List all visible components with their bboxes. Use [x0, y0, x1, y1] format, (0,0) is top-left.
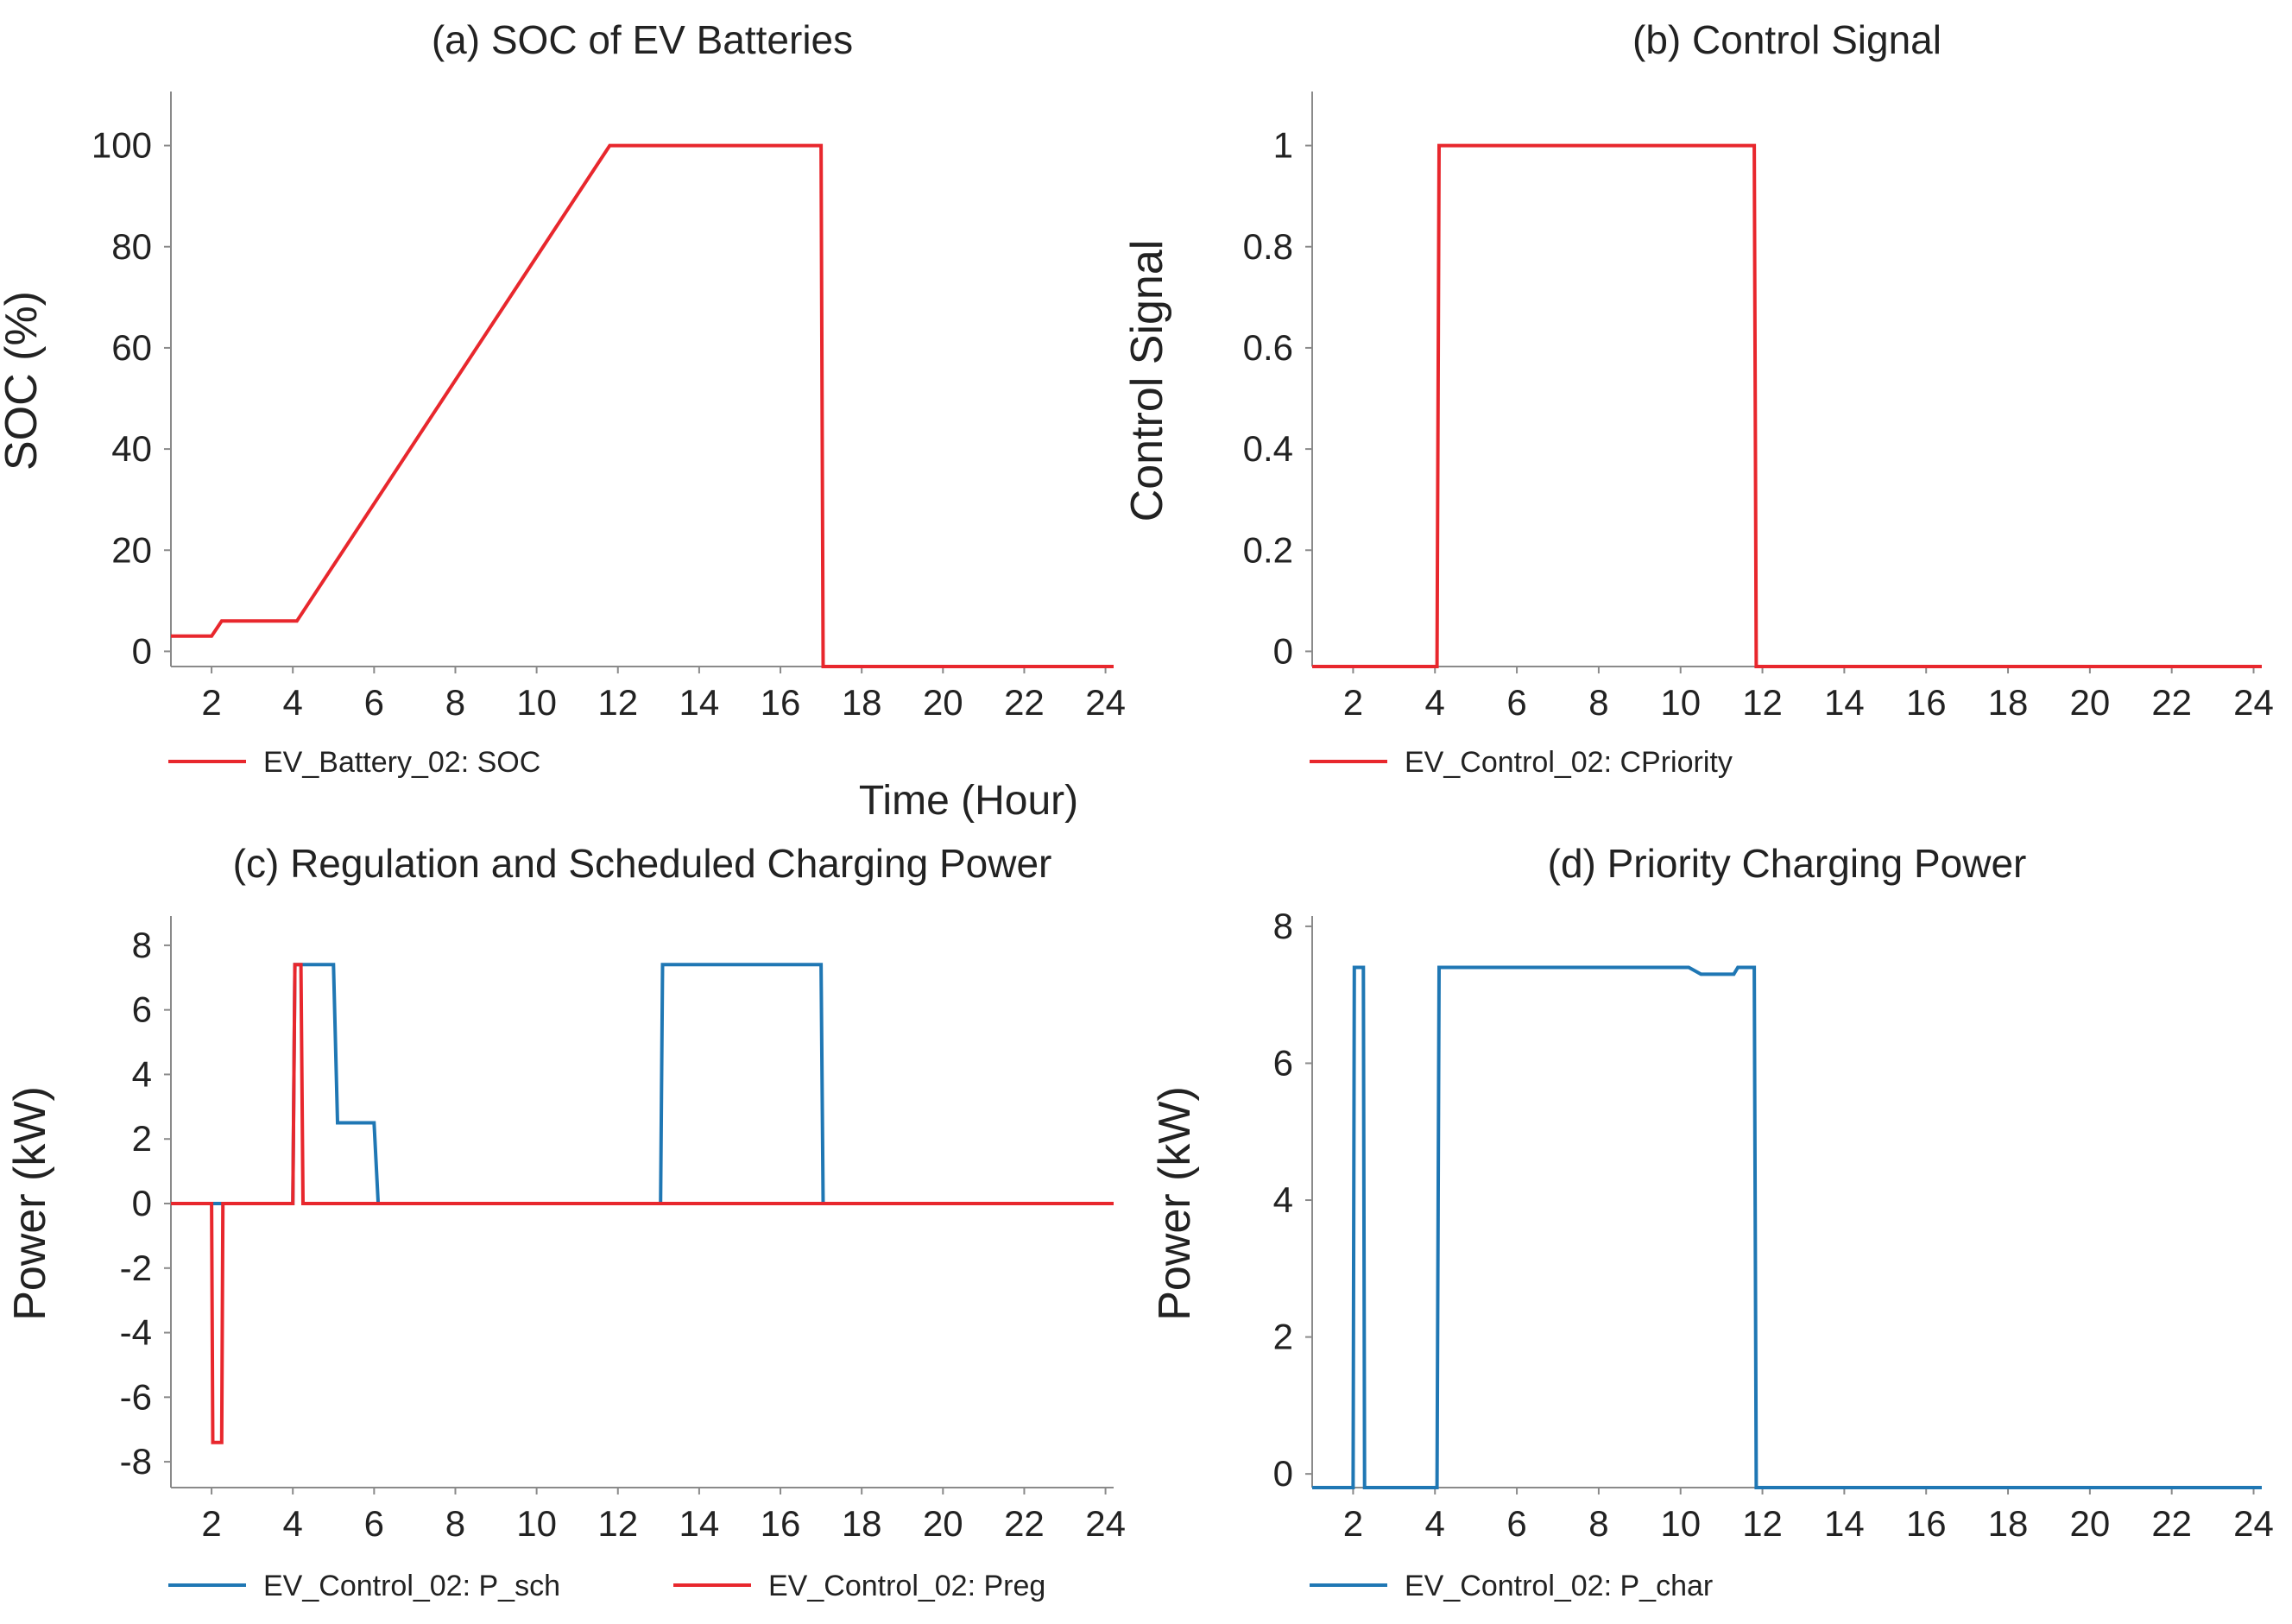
- y-tick-label: -4: [120, 1312, 152, 1353]
- y-tick-label: 4: [132, 1053, 152, 1094]
- y-tick-label: 6: [132, 989, 152, 1030]
- x-tick-label: 4: [283, 682, 303, 723]
- chart-title: (a) SOC of EV Batteries: [432, 17, 853, 62]
- y-tick-label: 0.4: [1243, 428, 1293, 469]
- x-tick-label: 6: [1506, 1503, 1526, 1544]
- x-tick-label: 10: [1660, 682, 1701, 723]
- y-axis-label: Power (kW): [1150, 1086, 1200, 1321]
- x-tick-label: 12: [597, 1503, 638, 1544]
- x-tick-label: 2: [201, 682, 221, 723]
- x-tick-label: 24: [1085, 1503, 1126, 1544]
- x-tick-label: 24: [2233, 1503, 2274, 1544]
- x-tick-label: 8: [445, 682, 465, 723]
- y-tick-label: 8: [132, 925, 152, 965]
- x-tick-label: 6: [364, 1503, 384, 1544]
- x-tick-label: 20: [2070, 1503, 2111, 1544]
- y-tick-label: 2: [1273, 1317, 1293, 1357]
- y-axis-label: SOC (%): [0, 291, 47, 471]
- x-tick-label: 20: [2070, 682, 2111, 723]
- x-tick-label: 2: [201, 1503, 221, 1544]
- chart-title: (b) Control Signal: [1632, 17, 1942, 62]
- x-tick-label: 10: [1660, 1503, 1701, 1544]
- x-tick-label: 22: [1004, 682, 1045, 723]
- chart-panel-3: (c) Regulation and Scheduled Charging Po…: [5, 841, 1126, 1602]
- x-tick-label: 18: [842, 1503, 882, 1544]
- y-tick-label: 4: [1273, 1179, 1293, 1220]
- y-tick-label: 0: [1273, 1453, 1293, 1494]
- x-tick-label: 4: [283, 1503, 303, 1544]
- series-line-1: [171, 963, 1114, 1205]
- x-tick-label: 18: [1988, 1503, 2029, 1544]
- y-tick-label: 0.8: [1243, 226, 1293, 267]
- y-axis-label: Control Signal: [1122, 240, 1172, 522]
- y-tick-label: 2: [132, 1118, 152, 1159]
- y-tick-label: 0.2: [1243, 529, 1293, 570]
- legend-label: EV_Battery_02: SOC: [263, 746, 540, 779]
- x-tick-label: 12: [1742, 682, 1783, 723]
- x-tick-label: 14: [1824, 682, 1865, 723]
- chart-panel-2: (b) Control Signal Control Signal 0 0.2 0.4 0…: [1122, 17, 2274, 779]
- x-tick-label: 8: [1588, 1503, 1608, 1544]
- x-tick-label: 20: [923, 1503, 963, 1544]
- x-tick-label: 24: [2233, 682, 2274, 723]
- series-line-2: [171, 963, 1114, 1444]
- x-tick-label: 10: [516, 682, 557, 723]
- y-tick-label: -6: [120, 1376, 152, 1417]
- y-tick-label: 6: [1273, 1042, 1293, 1083]
- x-tick-label: 4: [1425, 1503, 1445, 1544]
- y-tick-label: 0: [1273, 630, 1293, 671]
- series-line-1: [171, 143, 1114, 668]
- series-line-1: [1312, 965, 2262, 1489]
- x-tick-label: 10: [516, 1503, 557, 1544]
- x-tick-label: 6: [364, 682, 384, 723]
- y-tick-label: 0: [132, 630, 152, 671]
- y-tick-label: 60: [111, 327, 152, 368]
- y-tick-label: -2: [120, 1248, 152, 1288]
- x-tick-label: 16: [761, 1503, 801, 1544]
- x-tick-label: 6: [1506, 682, 1526, 723]
- x-tick-label: 2: [1343, 682, 1363, 723]
- x-tick-label: 8: [445, 1503, 465, 1544]
- x-tick-label: 16: [761, 682, 801, 723]
- x-tick-label: 22: [2151, 682, 2192, 723]
- chart-title: (d) Priority Charging Power: [1548, 841, 2027, 886]
- chart-panel-1: (a) SOC of EV Batteries SOC (%) 0 20 40 60 80 1…: [0, 17, 1126, 779]
- legend-label: EV_Control_02: P_sch: [263, 1570, 560, 1602]
- legend-label: EV_Control_02: P_char: [1405, 1570, 1713, 1602]
- x-tick-label: 18: [1988, 682, 2029, 723]
- shared-x-axis-label: Time (Hour): [859, 778, 1078, 824]
- x-tick-label: 24: [1085, 682, 1126, 723]
- x-tick-label: 14: [679, 682, 720, 723]
- x-tick-label: 22: [2151, 1503, 2192, 1544]
- y-tick-label: 20: [111, 529, 152, 570]
- x-tick-label: 12: [597, 682, 638, 723]
- x-tick-label: 14: [679, 1503, 720, 1544]
- y-tick-label: 80: [111, 226, 152, 267]
- y-tick-label: 0: [132, 1183, 152, 1223]
- chart-title: (c) Regulation and Scheduled Charging Po…: [233, 841, 1052, 886]
- y-tick-label: -8: [120, 1441, 152, 1482]
- x-tick-label: 2: [1343, 1503, 1363, 1544]
- y-tick-label: 8: [1273, 906, 1293, 946]
- x-tick-label: 18: [842, 682, 882, 723]
- x-tick-label: 22: [1004, 1503, 1045, 1544]
- x-tick-label: 4: [1425, 682, 1445, 723]
- y-axis-label: Power (kW): [5, 1086, 55, 1321]
- x-tick-label: 12: [1742, 1503, 1783, 1544]
- y-tick-label: 100: [92, 125, 152, 166]
- legend-label: EV_Control_02: CPriority: [1405, 746, 1733, 779]
- series-line-1: [1312, 143, 2262, 668]
- x-tick-label: 8: [1588, 682, 1608, 723]
- x-tick-label: 16: [1906, 1503, 1947, 1544]
- y-tick-label: 1: [1273, 125, 1293, 166]
- x-tick-label: 16: [1906, 682, 1947, 723]
- y-tick-label: 40: [111, 428, 152, 469]
- y-tick-label: 0.6: [1243, 327, 1293, 368]
- x-tick-label: 20: [923, 682, 963, 723]
- x-tick-label: 14: [1824, 1503, 1865, 1544]
- legend-label: EV_Control_02: Preg: [768, 1570, 1045, 1602]
